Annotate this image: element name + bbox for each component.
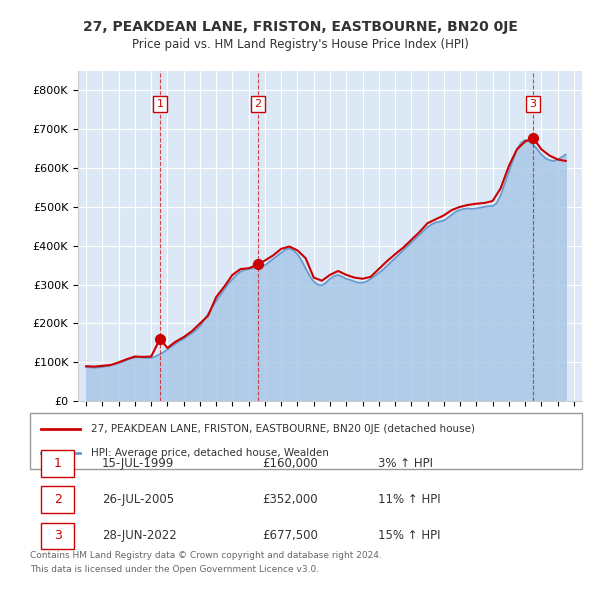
Text: 3% ↑ HPI: 3% ↑ HPI bbox=[378, 457, 433, 470]
Text: 1: 1 bbox=[157, 99, 163, 109]
Text: £352,000: £352,000 bbox=[262, 493, 317, 506]
Text: 2: 2 bbox=[254, 99, 262, 109]
FancyBboxPatch shape bbox=[30, 413, 582, 469]
Text: 3: 3 bbox=[530, 99, 536, 109]
Text: 26-JUL-2005: 26-JUL-2005 bbox=[102, 493, 174, 506]
FancyBboxPatch shape bbox=[41, 487, 74, 513]
Text: 2: 2 bbox=[53, 493, 62, 506]
Text: 27, PEAKDEAN LANE, FRISTON, EASTBOURNE, BN20 0JE: 27, PEAKDEAN LANE, FRISTON, EASTBOURNE, … bbox=[83, 19, 517, 34]
Text: Price paid vs. HM Land Registry's House Price Index (HPI): Price paid vs. HM Land Registry's House … bbox=[131, 38, 469, 51]
FancyBboxPatch shape bbox=[41, 523, 74, 549]
FancyBboxPatch shape bbox=[41, 451, 74, 477]
Text: 1: 1 bbox=[53, 457, 62, 470]
Text: 27, PEAKDEAN LANE, FRISTON, EASTBOURNE, BN20 0JE (detached house): 27, PEAKDEAN LANE, FRISTON, EASTBOURNE, … bbox=[91, 424, 475, 434]
Text: 11% ↑ HPI: 11% ↑ HPI bbox=[378, 493, 440, 506]
Text: HPI: Average price, detached house, Wealden: HPI: Average price, detached house, Weal… bbox=[91, 448, 329, 458]
Text: 15% ↑ HPI: 15% ↑ HPI bbox=[378, 529, 440, 542]
Text: £677,500: £677,500 bbox=[262, 529, 318, 542]
Text: Contains HM Land Registry data © Crown copyright and database right 2024.: Contains HM Land Registry data © Crown c… bbox=[30, 550, 382, 559]
Text: 3: 3 bbox=[53, 529, 62, 542]
Text: £160,000: £160,000 bbox=[262, 457, 317, 470]
Text: 15-JUL-1999: 15-JUL-1999 bbox=[102, 457, 174, 470]
Text: This data is licensed under the Open Government Licence v3.0.: This data is licensed under the Open Gov… bbox=[30, 565, 319, 574]
Text: 28-JUN-2022: 28-JUN-2022 bbox=[102, 529, 176, 542]
